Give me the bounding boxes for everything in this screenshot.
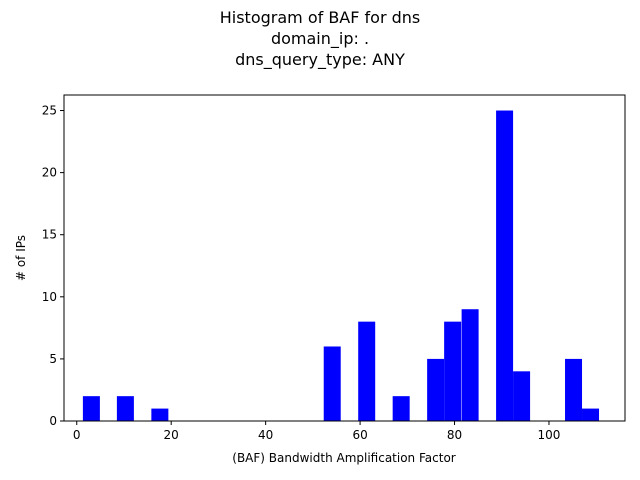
histogram-bar bbox=[82, 396, 100, 421]
histogram-bar bbox=[392, 396, 410, 421]
histogram-bar bbox=[116, 396, 134, 421]
histogram-bar bbox=[151, 408, 169, 421]
y-tick-label: 25 bbox=[42, 104, 57, 118]
bars-group bbox=[82, 110, 600, 422]
y-tick-label: 10 bbox=[42, 290, 57, 304]
x-axis-ticks: 0 20 40 60 80 100 bbox=[73, 421, 560, 442]
y-tick-label: 0 bbox=[49, 414, 57, 428]
x-tick-label: 0 bbox=[73, 428, 81, 442]
x-tick-label: 40 bbox=[258, 428, 273, 442]
chart-title-line-1: Histogram of BAF for dns bbox=[219, 8, 421, 27]
histogram-bar bbox=[444, 321, 462, 421]
x-tick-label: 100 bbox=[538, 428, 561, 442]
histogram-bar bbox=[358, 321, 376, 421]
x-tick-label: 20 bbox=[164, 428, 179, 442]
x-axis-label: (BAF) Bandwidth Amplification Factor bbox=[232, 451, 456, 465]
histogram-bar bbox=[323, 346, 341, 421]
y-tick-label: 15 bbox=[42, 228, 57, 242]
y-axis-ticks: 0 5 10 15 20 25 bbox=[42, 104, 64, 428]
histogram-bar bbox=[461, 309, 479, 421]
x-tick-label: 60 bbox=[352, 428, 367, 442]
chart-title-line-2: domain_ip: . bbox=[270, 29, 370, 48]
y-tick-label: 20 bbox=[42, 166, 57, 180]
histogram-bar bbox=[565, 358, 583, 421]
histogram-bar bbox=[496, 110, 514, 422]
y-tick-label: 5 bbox=[49, 352, 57, 366]
histogram-bar bbox=[427, 358, 445, 421]
histogram-bar bbox=[582, 408, 600, 421]
histogram-bar bbox=[513, 371, 531, 421]
plot-frame bbox=[63, 94, 626, 422]
x-tick-label: 80 bbox=[447, 428, 462, 442]
y-axis-label: # of IPs bbox=[14, 235, 28, 281]
chart-title-line-3: dns_query_type: ANY bbox=[235, 50, 405, 69]
